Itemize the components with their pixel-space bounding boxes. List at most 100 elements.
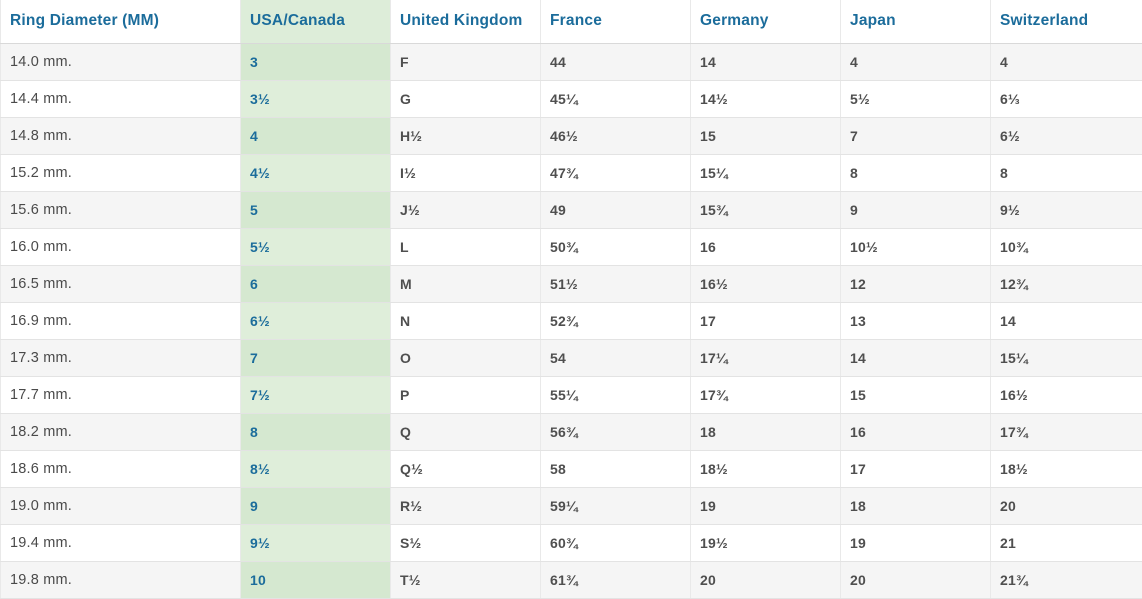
- cell-united-kingdom: N: [390, 302, 541, 340]
- cell-japan: 15: [840, 376, 991, 414]
- cell-united-kingdom: J½: [390, 191, 541, 229]
- cell-switzerland: 16½: [990, 376, 1142, 414]
- column-header-japan: Japan: [840, 0, 991, 44]
- cell-ring-diameter-mm: 14.8 mm.: [0, 117, 241, 155]
- cell-ring-diameter-mm: 16.0 mm.: [0, 228, 241, 266]
- table-row: 19.4 mm. 9½ S½ 60¾ 19½ 19 21: [0, 524, 1142, 562]
- cell-japan: 16: [840, 413, 991, 451]
- cell-france: 58: [540, 450, 691, 488]
- cell-germany: 18: [690, 413, 841, 451]
- cell-switzerland: 8: [990, 154, 1142, 192]
- cell-switzerland: 6½: [990, 117, 1142, 155]
- table-row: 19.0 mm. 9 R½ 59¼ 19 18 20: [0, 487, 1142, 525]
- column-header-france: France: [540, 0, 691, 44]
- column-header-ring-diameter-mm: Ring Diameter (MM): [0, 0, 241, 44]
- cell-ring-diameter-mm: 18.6 mm.: [0, 450, 241, 488]
- cell-switzerland: 6⅓: [990, 80, 1142, 118]
- cell-germany: 17: [690, 302, 841, 340]
- cell-japan: 12: [840, 265, 991, 303]
- table-row: 19.8 mm. 10 T½ 61¾ 20 20 21¾: [0, 561, 1142, 599]
- table-row: 17.3 mm. 7 O 54 17¼ 14 15¼: [0, 339, 1142, 377]
- table-row: 16.0 mm. 5½ L 50¾ 16 10½ 10¾: [0, 228, 1142, 266]
- cell-united-kingdom: T½: [390, 561, 541, 599]
- cell-japan: 14: [840, 339, 991, 377]
- table-row: 14.0 mm. 3 F 44 14 4 4: [0, 43, 1142, 81]
- cell-germany: 20: [690, 561, 841, 599]
- column-header-united-kingdom: United Kingdom: [390, 0, 541, 44]
- cell-ring-diameter-mm: 16.5 mm.: [0, 265, 241, 303]
- cell-japan: 8: [840, 154, 991, 192]
- cell-usa-canada: 8½: [240, 450, 391, 488]
- cell-usa-canada: 7½: [240, 376, 391, 414]
- cell-usa-canada: 3: [240, 43, 391, 81]
- header-row: Ring Diameter (MM) USA/Canada United Kin…: [0, 0, 1142, 44]
- cell-france: 45¼: [540, 80, 691, 118]
- cell-usa-canada: 5½: [240, 228, 391, 266]
- cell-ring-diameter-mm: 17.3 mm.: [0, 339, 241, 377]
- cell-united-kingdom: O: [390, 339, 541, 377]
- cell-germany: 15¼: [690, 154, 841, 192]
- cell-switzerland: 4: [990, 43, 1142, 81]
- cell-ring-diameter-mm: 15.6 mm.: [0, 191, 241, 229]
- table-row: 16.5 mm. 6 M 51½ 16½ 12 12¾: [0, 265, 1142, 303]
- cell-switzerland: 18½: [990, 450, 1142, 488]
- cell-japan: 20: [840, 561, 991, 599]
- cell-united-kingdom: P: [390, 376, 541, 414]
- cell-france: 59¼: [540, 487, 691, 525]
- cell-france: 46½: [540, 117, 691, 155]
- cell-germany: 18½: [690, 450, 841, 488]
- cell-switzerland: 15¼: [990, 339, 1142, 377]
- table-header: Ring Diameter (MM) USA/Canada United Kin…: [0, 0, 1142, 44]
- cell-germany: 15: [690, 117, 841, 155]
- cell-ring-diameter-mm: 14.4 mm.: [0, 80, 241, 118]
- column-header-germany: Germany: [690, 0, 841, 44]
- table-row: 15.2 mm. 4½ I½ 47¾ 15¼ 8 8: [0, 154, 1142, 192]
- cell-japan: 19: [840, 524, 991, 562]
- cell-switzerland: 21¾: [990, 561, 1142, 599]
- cell-usa-canada: 6: [240, 265, 391, 303]
- cell-germany: 16: [690, 228, 841, 266]
- cell-united-kingdom: R½: [390, 487, 541, 525]
- cell-japan: 4: [840, 43, 991, 81]
- cell-united-kingdom: F: [390, 43, 541, 81]
- cell-ring-diameter-mm: 19.4 mm.: [0, 524, 241, 562]
- cell-usa-canada: 9½: [240, 524, 391, 562]
- cell-japan: 17: [840, 450, 991, 488]
- cell-japan: 18: [840, 487, 991, 525]
- cell-usa-canada: 4: [240, 117, 391, 155]
- table-row: 15.6 mm. 5 J½ 49 15¾ 9 9½: [0, 191, 1142, 229]
- cell-usa-canada: 6½: [240, 302, 391, 340]
- table-row: 18.6 mm. 8½ Q½ 58 18½ 17 18½: [0, 450, 1142, 488]
- cell-usa-canada: 7: [240, 339, 391, 377]
- cell-united-kingdom: M: [390, 265, 541, 303]
- cell-usa-canada: 3½: [240, 80, 391, 118]
- cell-germany: 17¾: [690, 376, 841, 414]
- cell-france: 52¾: [540, 302, 691, 340]
- cell-france: 50¾: [540, 228, 691, 266]
- table-row: 14.4 mm. 3½ G 45¼ 14½ 5½ 6⅓: [0, 80, 1142, 118]
- cell-germany: 16½: [690, 265, 841, 303]
- cell-usa-canada: 9: [240, 487, 391, 525]
- cell-france: 56¾: [540, 413, 691, 451]
- table-row: 17.7 mm. 7½ P 55¼ 17¾ 15 16½: [0, 376, 1142, 414]
- cell-usa-canada: 8: [240, 413, 391, 451]
- cell-germany: 19½: [690, 524, 841, 562]
- cell-usa-canada: 5: [240, 191, 391, 229]
- cell-switzerland: 9½: [990, 191, 1142, 229]
- cell-france: 44: [540, 43, 691, 81]
- cell-france: 55¼: [540, 376, 691, 414]
- cell-switzerland: 12¾: [990, 265, 1142, 303]
- cell-usa-canada: 10: [240, 561, 391, 599]
- cell-germany: 19: [690, 487, 841, 525]
- cell-japan: 9: [840, 191, 991, 229]
- cell-france: 54: [540, 339, 691, 377]
- cell-france: 60¾: [540, 524, 691, 562]
- cell-united-kingdom: S½: [390, 524, 541, 562]
- cell-germany: 17¼: [690, 339, 841, 377]
- cell-united-kingdom: I½: [390, 154, 541, 192]
- cell-switzerland: 14: [990, 302, 1142, 340]
- cell-switzerland: 20: [990, 487, 1142, 525]
- table-body: 14.0 mm. 3 F 44 14 4 4 14.4 mm. 3½ G 45¼ 14½ 5½ 6⅓ 14.…: [0, 43, 1142, 599]
- cell-united-kingdom: H½: [390, 117, 541, 155]
- cell-japan: 5½: [840, 80, 991, 118]
